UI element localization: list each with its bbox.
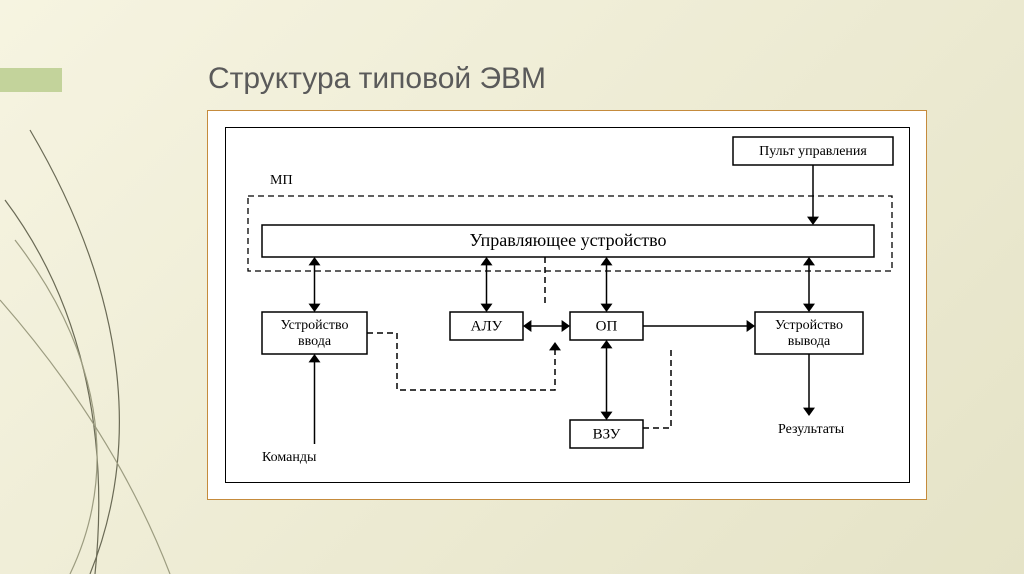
alu-label: АЛУ <box>471 318 503 334</box>
mp-label: МП <box>270 173 293 188</box>
uvvoda-l2: ввода <box>298 334 332 349</box>
pult-label: Пульт управления <box>759 144 867 159</box>
vzu-label: ВЗУ <box>593 426 621 442</box>
diagram: МП Пульт управления Управляющее устройство… <box>0 0 1024 574</box>
uvyvoda-l1: Устройство <box>775 318 843 333</box>
slide: Структура типовой ЭВМ МППульт управления… <box>0 0 1024 574</box>
uvyvoda-l2: вывода <box>788 334 831 349</box>
ctrl-label: Управляющее устройство <box>469 230 666 250</box>
op-label: ОП <box>596 318 618 334</box>
uvvoda-l1: Устройство <box>280 318 348 333</box>
komandy-label: Команды <box>262 450 317 465</box>
results-label: Результаты <box>778 422 845 437</box>
